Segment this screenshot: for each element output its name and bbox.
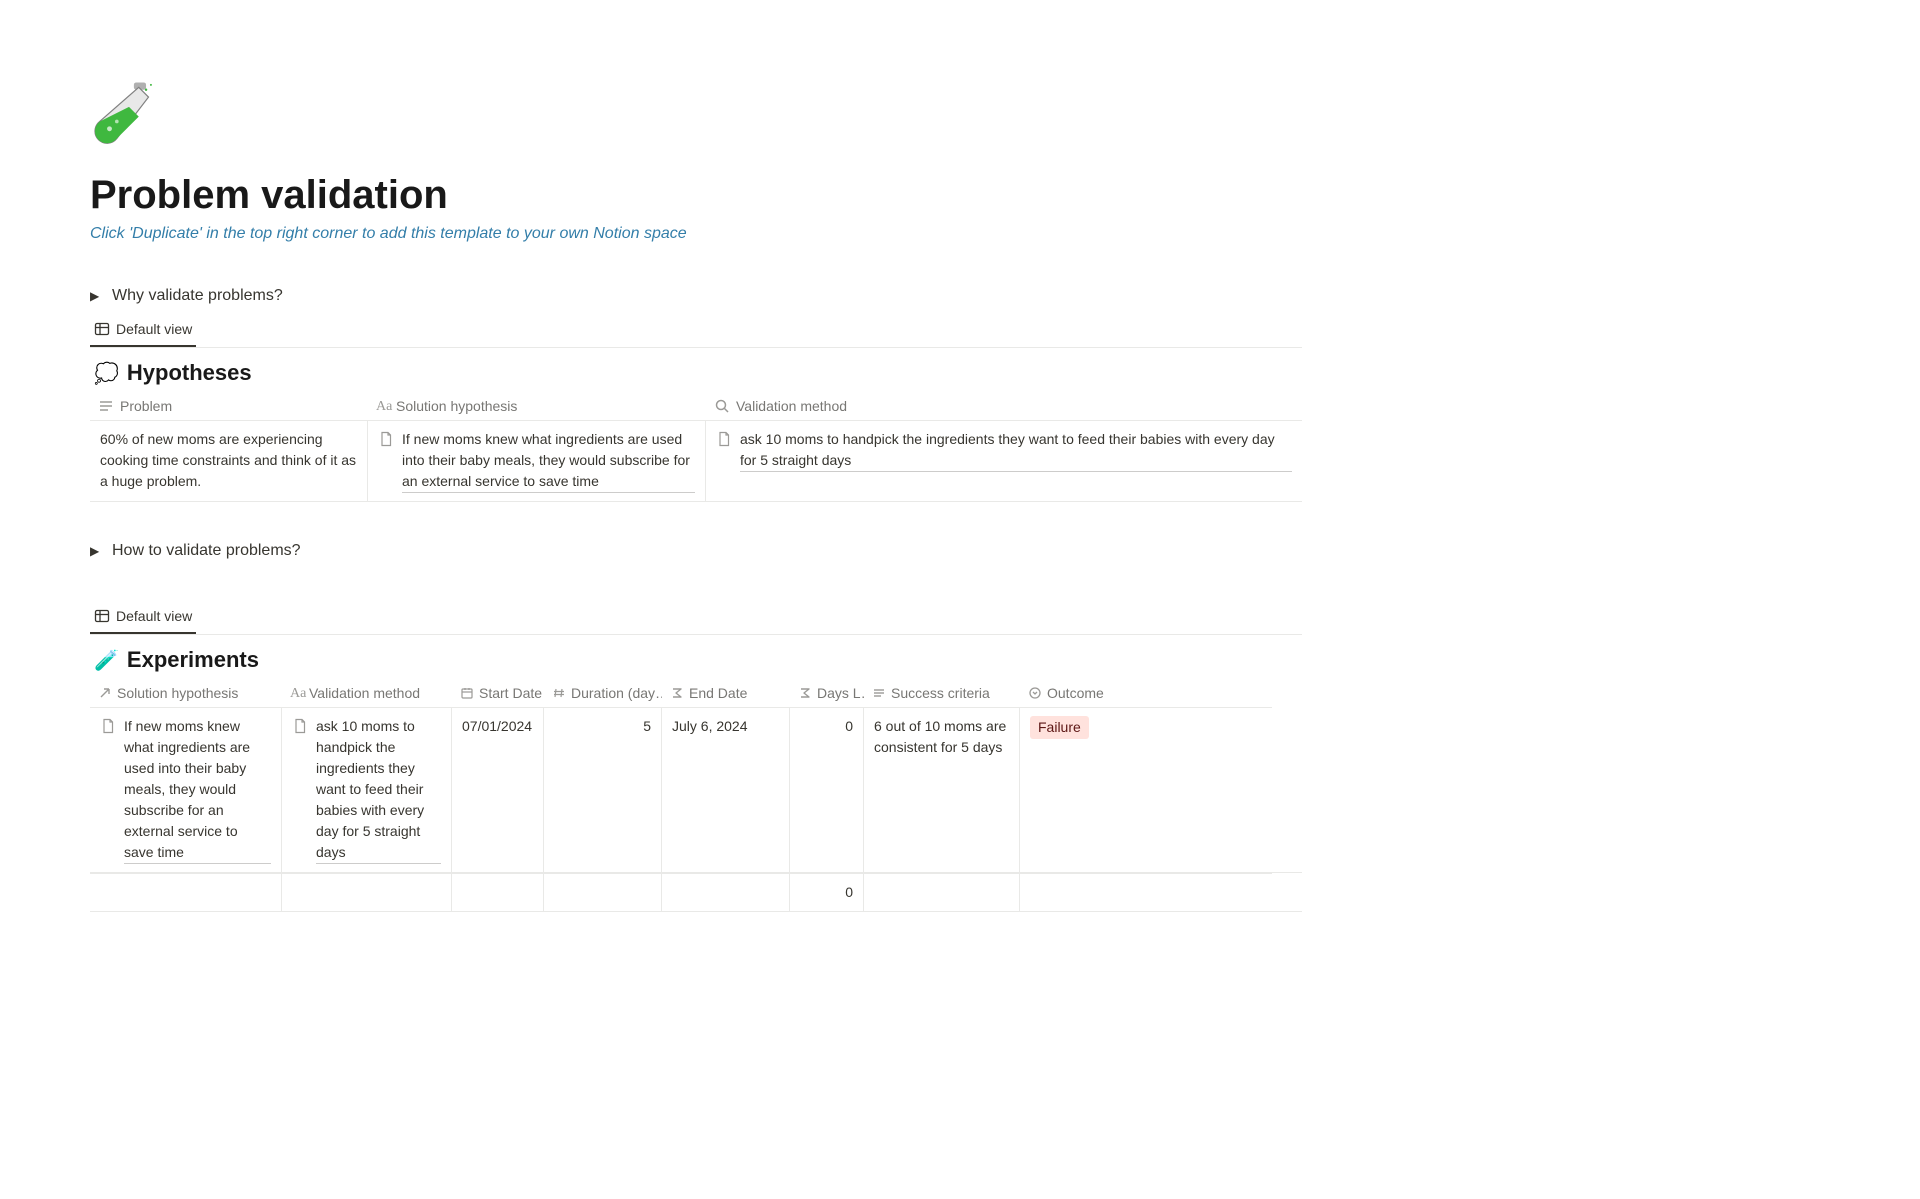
hypotheses-emoji-icon: 💭: [94, 361, 119, 386]
hypotheses-title: Hypotheses: [127, 360, 252, 386]
cell-success: [864, 873, 1020, 911]
page-icon: [378, 431, 394, 447]
cell-validation: ask 10 moms to handpick the ingredients …: [706, 420, 1302, 501]
col-label: Solution hypothesis: [117, 685, 238, 701]
cell-duration: 5: [544, 707, 662, 872]
page-icon: [292, 718, 308, 734]
col-label: Start Date: [479, 685, 542, 701]
cell-end-date: [662, 873, 790, 911]
page-subtitle: Click 'Duplicate' in the top right corne…: [90, 225, 1302, 243]
tab-default-view[interactable]: Default view: [90, 602, 196, 634]
cell-validation: [282, 873, 452, 911]
tab-default-view[interactable]: Default view: [90, 315, 196, 347]
page-icon: [716, 431, 732, 447]
col-label: Success criteria: [891, 685, 990, 701]
col-end-date[interactable]: End Date: [662, 679, 790, 707]
table-icon: [94, 321, 110, 337]
page-icon: [100, 718, 116, 734]
cell-success: 6 out of 10 moms are consistent for 5 da…: [864, 707, 1020, 872]
col-duration[interactable]: Duration (day…: [544, 679, 662, 707]
toggle-arrow-icon: ▶: [90, 289, 112, 303]
col-solution-hypothesis[interactable]: Solution hypothesis: [90, 679, 282, 707]
col-label: Days L…: [817, 685, 864, 701]
col-problem[interactable]: Problem: [90, 392, 368, 420]
relation-icon: [98, 686, 112, 700]
number-icon: [552, 686, 566, 700]
title-icon: Aa: [376, 399, 390, 413]
col-solution-hypothesis[interactable]: Aa Solution hypothesis: [368, 392, 706, 420]
col-label: End Date: [689, 685, 747, 701]
cell-duration: [544, 873, 662, 911]
table-row[interactable]: 0: [90, 873, 1302, 912]
toggle-arrow-icon: ▶: [90, 544, 112, 558]
cell-start-date: 07/01/2024: [452, 707, 544, 872]
search-icon: [714, 398, 730, 414]
calendar-icon: [460, 686, 474, 700]
select-icon: [1028, 686, 1042, 700]
col-success-criteria[interactable]: Success criteria: [864, 679, 1020, 707]
col-label: Solution hypothesis: [396, 398, 517, 414]
hypotheses-title-row: 💭 Hypotheses: [90, 348, 1302, 392]
test-tube-icon: [90, 80, 168, 158]
table-row[interactable]: 60% of new moms are experiencing cooking…: [90, 420, 1302, 502]
cell-solution: [90, 873, 282, 911]
hypotheses-header-row: Problem Aa Solution hypothesis Validatio…: [90, 392, 1302, 420]
col-label: Outcome: [1047, 685, 1104, 701]
table-icon: [94, 608, 110, 624]
col-label: Problem: [120, 398, 172, 414]
tab-label: Default view: [116, 608, 192, 624]
col-outcome[interactable]: Outcome: [1020, 679, 1272, 707]
cell-problem: 60% of new moms are experiencing cooking…: [90, 420, 368, 501]
formula-icon: [798, 686, 812, 700]
toggle-why-validate[interactable]: ▶ Why validate problems?: [90, 283, 1302, 309]
toggle-label: Why validate problems?: [112, 287, 283, 305]
page-title: Problem validation: [90, 171, 1302, 219]
lines-icon: [98, 398, 114, 414]
cell-days-left: 0: [790, 707, 864, 872]
title-icon: Aa: [290, 686, 304, 700]
col-validation-method[interactable]: Validation method: [706, 392, 1302, 420]
cell-solution-text: If new moms knew what ingredients are us…: [402, 429, 695, 493]
experiments-header-row: Solution hypothesis Aa Validation method…: [90, 679, 1302, 707]
experiments-emoji-icon: 🧪: [94, 648, 119, 673]
hypotheses-view-tabs: Default view: [90, 315, 1302, 348]
tab-label: Default view: [116, 321, 192, 337]
cell-solution: If new moms knew what ingredients are us…: [90, 707, 282, 872]
cell-validation: ask 10 moms to handpick the ingredients …: [282, 707, 452, 872]
cell-start-date: [452, 873, 544, 911]
cell-days-left: 0: [790, 873, 864, 911]
toggle-label: How to validate problems?: [112, 542, 301, 560]
cell-solution-text: If new moms knew what ingredients are us…: [124, 716, 271, 864]
toggle-how-validate[interactable]: ▶ How to validate problems?: [90, 538, 1302, 564]
cell-outcome: Failure: [1020, 707, 1272, 872]
table-row[interactable]: If new moms knew what ingredients are us…: [90, 707, 1302, 873]
cell-validation-text: ask 10 moms to handpick the ingredients …: [740, 429, 1292, 472]
col-validation-method[interactable]: Aa Validation method: [282, 679, 452, 707]
col-label: Validation method: [736, 398, 847, 414]
cell-validation-text: ask 10 moms to handpick the ingredients …: [316, 716, 441, 864]
col-label: Validation method: [309, 685, 420, 701]
outcome-badge: Failure: [1030, 716, 1089, 739]
experiments-title-row: 🧪 Experiments: [90, 635, 1302, 679]
cell-end-date: July 6, 2024: [662, 707, 790, 872]
experiments-view-tabs: Default view: [90, 602, 1302, 635]
col-label: Duration (day…: [571, 685, 662, 701]
col-start-date[interactable]: Start Date: [452, 679, 544, 707]
formula-icon: [670, 686, 684, 700]
cell-solution: If new moms knew what ingredients are us…: [368, 420, 706, 501]
experiments-title: Experiments: [127, 647, 259, 673]
col-days-left[interactable]: Days L…: [790, 679, 864, 707]
lines-icon: [872, 686, 886, 700]
cell-outcome: [1020, 873, 1272, 911]
